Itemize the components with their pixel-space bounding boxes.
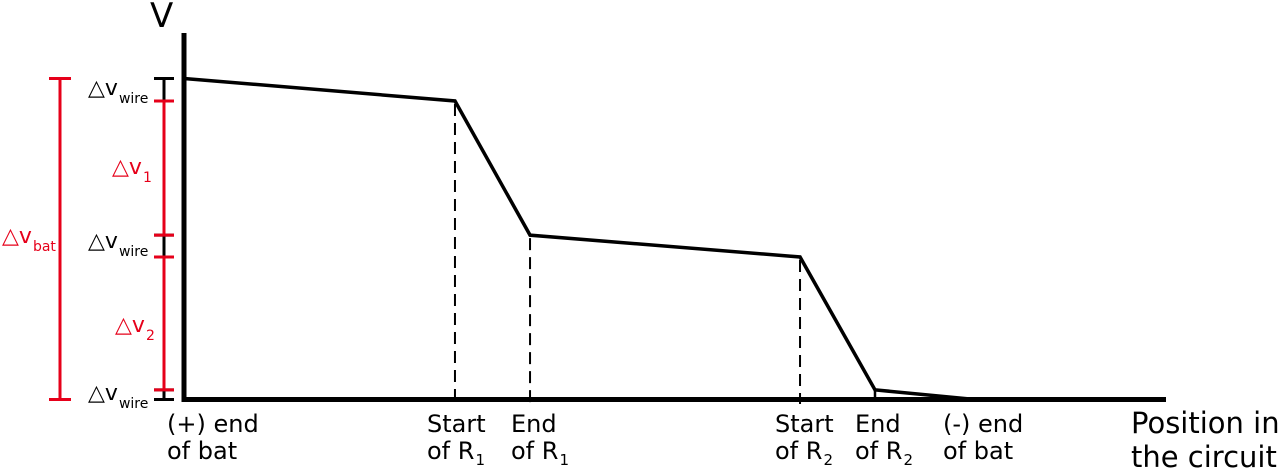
label-line2: of R2 [855,437,913,470]
label-main: △v [88,76,118,101]
label-subscript: bat [32,239,56,255]
label-subscript: 1 [475,451,485,469]
delta-v1-label: △v1 [112,155,152,186]
label-line1: (+) end [167,410,259,438]
x-tick-label-end-of-r2: End of R2 [855,411,913,471]
x-tick-label-start-of-r1: Start of R1 [427,411,486,471]
label-main: △v [88,229,118,254]
label-line2: of R1 [511,437,569,470]
label-main: △v [88,381,118,406]
label-line2: of bat [943,437,1014,465]
x-tick-label-minus-end-of-bat: (-) end of bat [943,411,1023,471]
delta-v-bat-label: △vbat [2,224,56,255]
label-subscript: 1 [559,451,569,469]
x-axis-label-line1: Position in [1131,406,1280,440]
label-subscript: 2 [903,451,913,469]
delta-v-wire-label-middle: △vwire [88,229,148,260]
label-subscript: wire [118,396,149,412]
label-main: △v [112,155,142,180]
label-subscript: 1 [142,170,152,186]
x-axis-label-line2: the circuit [1131,440,1277,471]
label-line1: Start [775,410,834,438]
label-line1: Start [427,410,486,438]
label-line1: (-) end [943,410,1024,438]
x-axis-label: Position in the circuit [1131,406,1280,471]
delta-v-wire-label-top: △vwire [88,76,148,107]
x-tick-label-plus-end-of-bat: (+) end of bat [167,411,259,471]
label-main: △v [115,313,145,338]
label-main: △v [2,224,32,249]
label-line1: End [511,410,557,438]
label-subscript: 2 [145,328,155,344]
x-tick-label-start-of-r2: Start of R2 [775,411,834,471]
delta-v2-label: △v2 [115,313,155,344]
label-subscript: wire [118,244,149,260]
x-tick-label-end-of-r1: End of R1 [511,411,569,471]
delta-v-wire-label-bottom: △vwire [88,381,148,412]
y-axis-label: V [150,0,174,36]
label-subscript: wire [118,91,149,107]
label-line2: of bat [167,437,238,465]
label-line2: of R1 [427,437,485,470]
label-subscript: 2 [823,451,833,469]
label-line2: of R2 [775,437,833,470]
label-line1: End [855,410,901,438]
